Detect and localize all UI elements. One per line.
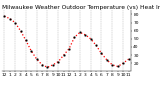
- Text: Milwaukee Weather Outdoor Temperature (vs) Heat Index (Last 24 Hours): Milwaukee Weather Outdoor Temperature (v…: [2, 5, 160, 10]
